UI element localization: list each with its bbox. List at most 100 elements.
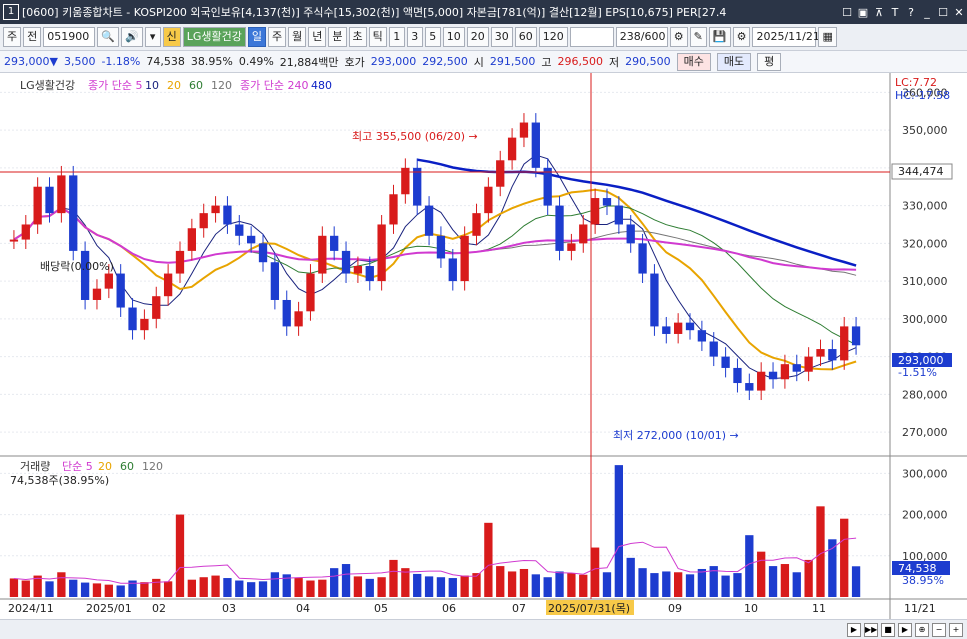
volume-bar: [507, 571, 517, 597]
maximize-icon[interactable]: ☐: [938, 5, 948, 19]
candle-body: [721, 356, 730, 368]
stock-code-input[interactable]: 051900: [43, 27, 96, 47]
help-icon[interactable]: ?: [908, 5, 914, 19]
period-month-tab[interactable]: 월: [288, 27, 307, 47]
volume-bar: [721, 575, 730, 597]
period-week-tab[interactable]: 주: [268, 27, 287, 47]
calendar-icon[interactable]: ▦: [818, 27, 837, 47]
period-year-tab[interactable]: 년: [308, 27, 327, 47]
gear-icon[interactable]: ⚙: [732, 27, 751, 47]
candle-body: [567, 243, 576, 251]
dropdown-icon[interactable]: ▾: [144, 27, 161, 47]
stock-name: LG생활건강: [182, 27, 246, 47]
candle-body: [365, 266, 374, 282]
price-change: 3,500: [63, 55, 96, 68]
interval-3[interactable]: 3: [406, 27, 423, 47]
period-day-tab[interactable]: 일: [247, 27, 267, 47]
minimize-icon[interactable]: _: [924, 5, 930, 19]
play-icon[interactable]: ▶: [847, 622, 861, 637]
volume-bar: [745, 535, 754, 597]
volume-bar: [579, 574, 588, 597]
candle-body: [306, 273, 315, 312]
candle-body: [294, 311, 303, 327]
text-icon[interactable]: T: [891, 5, 899, 19]
candle-body: [792, 364, 801, 372]
volume-bar: [780, 564, 790, 597]
volume-bar: [294, 578, 303, 597]
low-price: 290,500: [625, 55, 671, 68]
candle-body: [318, 235, 327, 274]
sell-button[interactable]: 매도: [716, 52, 752, 71]
interval-10[interactable]: 10: [442, 27, 465, 47]
next-icon[interactable]: ▶: [898, 622, 912, 637]
volume-bar: [104, 584, 113, 597]
dividend-annotation: 배당락(0.00%): [40, 260, 114, 273]
candle-body: [840, 326, 849, 361]
moving-average-line: [13, 188, 857, 371]
stock-type-select[interactable]: 주: [3, 27, 22, 47]
candle-body: [590, 198, 600, 225]
screen-icon[interactable]: ▣: [857, 5, 869, 19]
date-axis-label: 04: [296, 602, 310, 615]
bar-count-display[interactable]: 238/600: [615, 27, 668, 47]
candle-body: [9, 239, 19, 242]
sound-icon[interactable]: 🔊: [120, 27, 143, 47]
chart-toolbar: 주 전 051900 🔍 🔊 ▾ 신 LG생활건강 일 주 월 년 분 초 틱 …: [0, 24, 967, 51]
interval-120[interactable]: 120: [538, 27, 568, 47]
market-select[interactable]: 전: [23, 27, 42, 47]
draw-icon[interactable]: ✎: [689, 27, 707, 47]
link-icon[interactable]: ☐: [842, 5, 852, 19]
custom-interval-input[interactable]: [569, 27, 614, 47]
candle-body: [57, 175, 66, 214]
eval-button[interactable]: 평: [757, 52, 782, 71]
close-icon[interactable]: ✕: [954, 5, 964, 19]
stop-icon[interactable]: ■: [881, 622, 895, 637]
volume-bar: [199, 577, 208, 597]
pin-icon[interactable]: ⊼: [874, 5, 884, 19]
interval-60[interactable]: 60: [514, 27, 537, 47]
legend-item: 종가 단순 5: [88, 79, 142, 92]
candle-body: [745, 383, 754, 391]
interval-20[interactable]: 20: [466, 27, 489, 47]
zoom-icon[interactable]: ⊕: [915, 622, 929, 637]
volume-bar: [318, 579, 327, 597]
buy-button[interactable]: 매수: [676, 52, 711, 71]
volume-bar: [270, 572, 280, 597]
interval-30[interactable]: 30: [490, 27, 513, 47]
candle-body: [851, 326, 861, 346]
low-annotation: 최저 272,000 (10/01) →: [613, 429, 739, 442]
stock-chart[interactable]: 360,000350,000340,000330,000320,000310,0…: [0, 73, 967, 619]
candle-body: [163, 273, 173, 297]
date-axis-label: 03: [222, 602, 236, 615]
crosshair-price-label: 344,474: [898, 165, 944, 178]
candle-body: [140, 318, 149, 331]
minus-icon[interactable]: −: [932, 622, 946, 637]
forward-icon[interactable]: ▶▶: [864, 622, 878, 637]
last-rate-label: -1.51%: [898, 366, 937, 379]
candle-body: [780, 364, 790, 380]
period-tick-tab[interactable]: 틱: [368, 27, 387, 47]
volume-bar: [697, 568, 707, 597]
candle-body: [614, 205, 623, 225]
candle-body: [45, 186, 54, 214]
hc-label: HC:-17.58: [895, 89, 950, 102]
period-second-tab[interactable]: 초: [348, 27, 367, 47]
date-axis-label: 2025/07/31(목): [548, 602, 630, 615]
search-icon[interactable]: 🔍: [97, 27, 119, 47]
candle-body: [768, 371, 778, 380]
settings-icon[interactable]: ⚙: [669, 27, 688, 47]
plus-icon[interactable]: +: [949, 622, 963, 637]
volume-bar: [424, 576, 434, 597]
bid-price-2: 292,500: [422, 55, 468, 68]
candle-body: [804, 356, 813, 372]
interval-1[interactable]: 1: [388, 27, 405, 47]
interval-5[interactable]: 5: [424, 27, 441, 47]
chart-title: LG생활건강: [20, 78, 75, 92]
period-minute-tab[interactable]: 분: [328, 27, 347, 47]
volume-title: 거래량: [20, 460, 50, 473]
price-axis-label: 360,000: [902, 86, 948, 99]
date-input[interactable]: 2025/11/21: [752, 27, 820, 47]
date-axis-label: 02: [152, 602, 166, 615]
save-icon[interactable]: 💾: [708, 27, 731, 47]
price-axis-label: 300,000: [902, 313, 948, 326]
